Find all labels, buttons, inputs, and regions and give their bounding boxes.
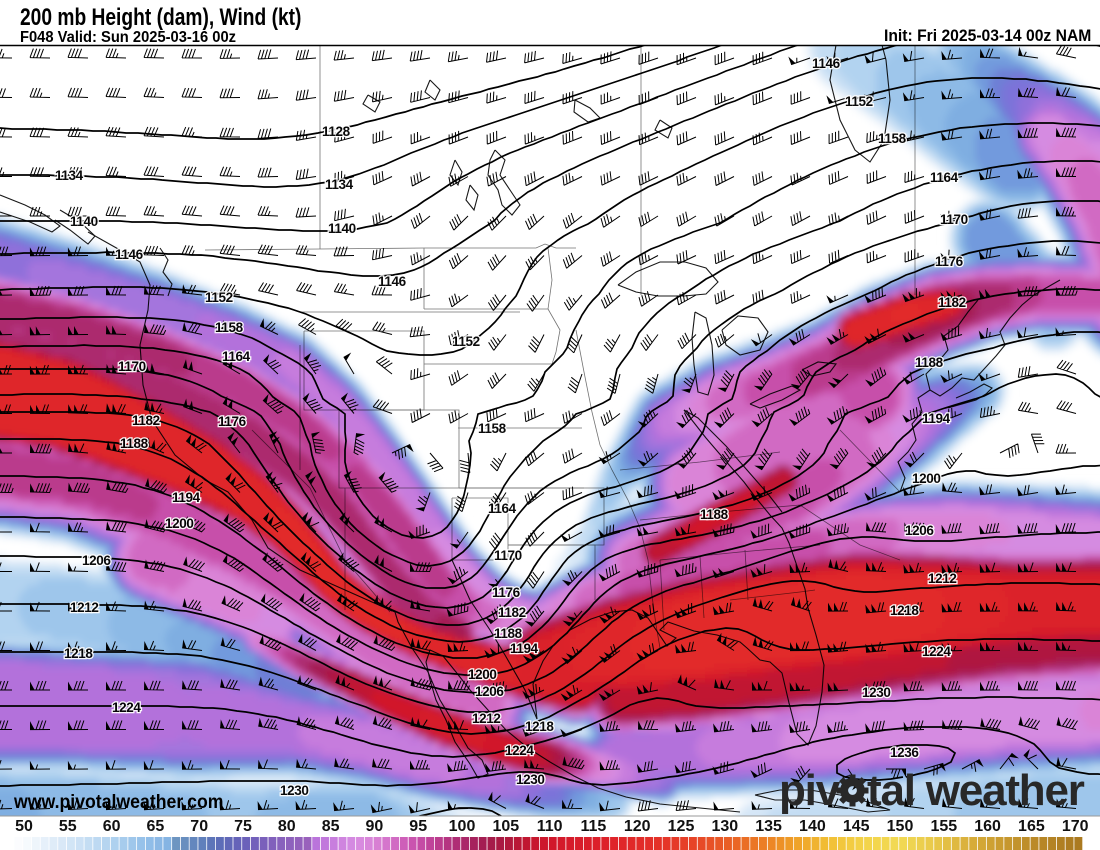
svg-text:tal weather: tal weather	[867, 766, 1085, 815]
svg-text:160: 160	[974, 818, 1001, 835]
svg-text:170: 170	[1062, 818, 1089, 835]
svg-text:1158: 1158	[878, 131, 907, 146]
svg-text:140: 140	[799, 818, 826, 835]
svg-text:1152: 1152	[205, 290, 233, 305]
svg-text:1152: 1152	[845, 94, 873, 109]
svg-text:1134: 1134	[55, 168, 84, 183]
svg-text:1188: 1188	[700, 507, 729, 522]
svg-text:1176: 1176	[935, 254, 964, 269]
svg-text:55: 55	[59, 818, 77, 835]
svg-text:60: 60	[103, 818, 121, 835]
svg-text:105: 105	[492, 818, 519, 835]
svg-text:70: 70	[190, 818, 208, 835]
svg-text:1170: 1170	[118, 359, 146, 374]
svg-text:1194: 1194	[172, 490, 201, 505]
svg-text:1236: 1236	[890, 745, 919, 760]
svg-text:1224: 1224	[505, 743, 534, 758]
svg-text:75: 75	[234, 818, 252, 835]
svg-text:1224: 1224	[112, 700, 141, 715]
svg-text:1188: 1188	[494, 626, 523, 641]
svg-text:155: 155	[930, 818, 957, 835]
svg-text:1182: 1182	[132, 413, 160, 428]
svg-text:1146: 1146	[115, 247, 144, 262]
svg-text:1200: 1200	[912, 471, 940, 486]
svg-text:50: 50	[15, 818, 33, 835]
svg-text:1164: 1164	[488, 501, 517, 516]
svg-text:1176: 1176	[492, 585, 521, 600]
svg-text:150: 150	[887, 818, 914, 835]
svg-text:1212: 1212	[928, 571, 956, 586]
svg-text:110: 110	[537, 818, 563, 835]
svg-text:1230: 1230	[862, 685, 890, 700]
svg-text:1152: 1152	[452, 334, 480, 349]
svg-text:1200: 1200	[468, 667, 496, 682]
svg-text:130: 130	[711, 818, 738, 835]
svg-text:125: 125	[668, 818, 695, 835]
svg-text:1146: 1146	[812, 56, 841, 71]
svg-text:1218: 1218	[525, 719, 554, 734]
svg-text:1164: 1164	[930, 170, 959, 185]
svg-text:80: 80	[278, 818, 296, 835]
svg-text:95: 95	[409, 818, 427, 835]
svg-text:120: 120	[624, 818, 651, 835]
svg-text:1176: 1176	[218, 414, 247, 429]
svg-text:1200: 1200	[165, 516, 193, 531]
svg-text:1188: 1188	[915, 355, 944, 370]
svg-text:1194: 1194	[922, 411, 951, 426]
svg-text:1194: 1194	[510, 641, 539, 656]
svg-text:piv: piv	[779, 766, 841, 815]
svg-text:1170: 1170	[940, 212, 968, 227]
svg-text:1140: 1140	[70, 214, 98, 229]
svg-text:1182: 1182	[938, 295, 966, 310]
svg-text:1140: 1140	[328, 221, 356, 236]
svg-text:1188: 1188	[120, 436, 149, 451]
svg-text:65: 65	[147, 818, 165, 835]
svg-text:1146: 1146	[378, 274, 407, 289]
svg-text:165: 165	[1018, 818, 1045, 835]
svg-text:1212: 1212	[70, 600, 98, 615]
svg-text:1206: 1206	[475, 684, 504, 699]
svg-text:1218: 1218	[64, 646, 93, 661]
svg-text:1134: 1134	[325, 177, 354, 192]
svg-text:90: 90	[366, 818, 384, 835]
svg-text:100: 100	[449, 818, 476, 835]
svg-text:1230: 1230	[516, 772, 544, 787]
svg-text:1230: 1230	[280, 783, 308, 798]
svg-text:135: 135	[755, 818, 782, 835]
svg-text:1164: 1164	[222, 349, 251, 364]
svg-text:115: 115	[580, 818, 606, 835]
svg-text:1218: 1218	[890, 603, 919, 618]
svg-text:1206: 1206	[82, 553, 111, 568]
svg-text:1206: 1206	[905, 523, 934, 538]
svg-text:1170: 1170	[494, 548, 522, 563]
svg-text:1182: 1182	[498, 605, 526, 620]
svg-text:1158: 1158	[478, 421, 507, 436]
svg-text:1128: 1128	[322, 124, 351, 139]
svg-text:1212: 1212	[472, 711, 500, 726]
svg-text:85: 85	[322, 818, 340, 835]
svg-text:145: 145	[843, 818, 870, 835]
svg-text:1224: 1224	[922, 644, 951, 659]
svg-text:1158: 1158	[215, 320, 244, 335]
